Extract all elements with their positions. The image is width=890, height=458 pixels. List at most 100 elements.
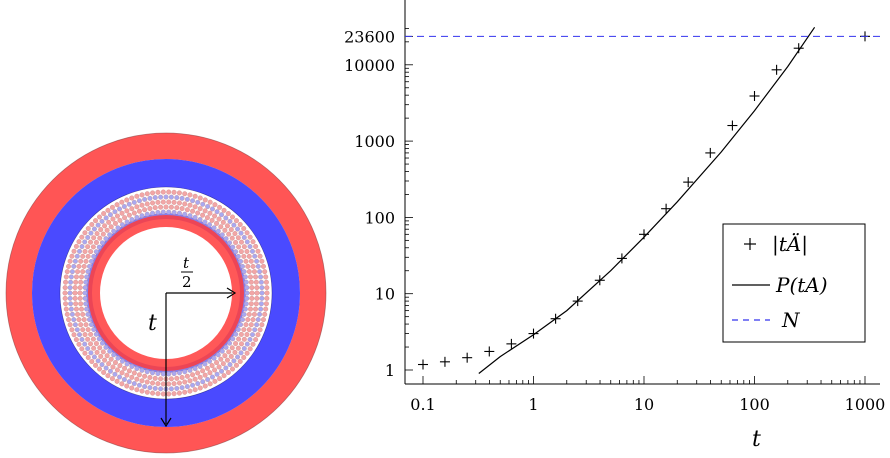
ring-dot — [244, 295, 250, 301]
ring-dot — [119, 370, 125, 376]
ring-dot — [79, 234, 85, 240]
ring-dot — [241, 244, 247, 250]
ring-dot — [69, 269, 75, 275]
legend: |tÄ| P(tA) N — [722, 223, 866, 343]
ring-dot — [108, 356, 114, 362]
ring-dot — [241, 234, 247, 240]
ring-dot — [230, 244, 236, 250]
ring-dot — [187, 202, 193, 208]
ring-dot — [244, 290, 250, 296]
ring-dot — [71, 248, 77, 254]
ring-dot — [76, 263, 82, 269]
ring-dot — [150, 370, 155, 376]
ring-dot — [204, 215, 210, 221]
ring-dot — [134, 204, 140, 210]
x-tick-label: 0.1 — [410, 395, 435, 414]
ring-dot — [109, 376, 115, 382]
ring-dot — [215, 228, 221, 234]
ring-dot — [134, 366, 140, 372]
ring-dot — [69, 327, 75, 333]
ring-dot — [142, 384, 148, 390]
ring-dot — [250, 239, 256, 245]
ring-dot — [107, 368, 113, 374]
ring-dot — [93, 239, 99, 245]
ring-dot — [248, 306, 253, 312]
ring-dot — [93, 362, 98, 368]
ring-dot — [241, 226, 247, 231]
ring-dot — [197, 195, 203, 201]
ring-dot — [78, 279, 84, 285]
ring-dot — [227, 362, 233, 368]
ring-dot — [212, 213, 218, 219]
ring-dot — [158, 386, 164, 392]
ring-dot — [147, 195, 153, 201]
half-radius-arrowhead — [226, 287, 237, 299]
ring-dot — [119, 222, 125, 228]
ring-dot — [88, 322, 94, 328]
ring-dot — [259, 322, 265, 328]
ring-dot — [247, 234, 253, 240]
y-tick-label: 23600 — [344, 27, 395, 46]
ring-dot — [202, 208, 208, 214]
ring-dot — [129, 206, 135, 212]
ring-dot — [77, 295, 83, 301]
ring-dot — [220, 361, 226, 367]
ring-dot — [212, 202, 218, 208]
ring-dot — [250, 248, 255, 254]
ring-dot — [82, 285, 88, 291]
ring-dot — [85, 311, 91, 317]
ring-dot — [192, 214, 198, 220]
ring-dot — [72, 295, 78, 301]
data-point-marker — [683, 177, 694, 188]
ring-dot — [139, 378, 145, 384]
ring-dot — [212, 378, 218, 384]
ring-dot — [111, 228, 117, 234]
ring-dot — [233, 249, 239, 255]
ring-dot — [152, 205, 158, 211]
data-point-marker — [616, 253, 627, 264]
ring-dot — [264, 285, 270, 291]
ring-dot — [248, 258, 254, 264]
ring-dot — [97, 345, 103, 351]
ring-dot — [129, 195, 135, 201]
ring-dot — [250, 332, 255, 338]
axis-ticks — [405, 27, 866, 384]
ring-dot — [90, 244, 96, 250]
ring-dot — [171, 189, 177, 195]
ring-dot — [209, 363, 215, 369]
ring-dot — [124, 361, 130, 367]
ring-dot — [73, 337, 79, 343]
ring-dot — [136, 198, 142, 204]
ring-dot — [106, 361, 112, 367]
ring-dot — [119, 381, 125, 387]
ring-dot — [158, 376, 164, 382]
ring-dot — [126, 368, 132, 374]
ring-dot — [163, 204, 169, 210]
ring-dot — [190, 198, 196, 204]
ring-dot — [147, 375, 153, 380]
ring-dot — [84, 306, 90, 312]
ring-dot — [81, 263, 87, 269]
ring-dot — [114, 367, 120, 373]
ring-dot — [114, 213, 120, 219]
ring-dot — [209, 206, 215, 212]
ring-dot — [202, 219, 208, 225]
ring-dot — [243, 279, 249, 285]
ring-dot — [252, 327, 258, 333]
ring-dot — [100, 231, 106, 237]
ring-dot — [102, 357, 108, 363]
ring-dot — [238, 230, 244, 236]
ring-dot — [197, 217, 203, 222]
ring-dot — [77, 332, 82, 338]
ring-dot — [139, 213, 145, 219]
ring-dot — [83, 322, 89, 328]
ring-dot — [223, 215, 229, 221]
ring-dot — [211, 225, 217, 231]
ring-dot — [91, 345, 97, 351]
ring-dot — [115, 225, 121, 231]
data-point-marker — [484, 346, 495, 357]
ring-dot — [64, 269, 70, 275]
fit-line — [478, 26, 816, 374]
ring-dot — [224, 223, 230, 229]
ring-dot — [144, 211, 150, 217]
